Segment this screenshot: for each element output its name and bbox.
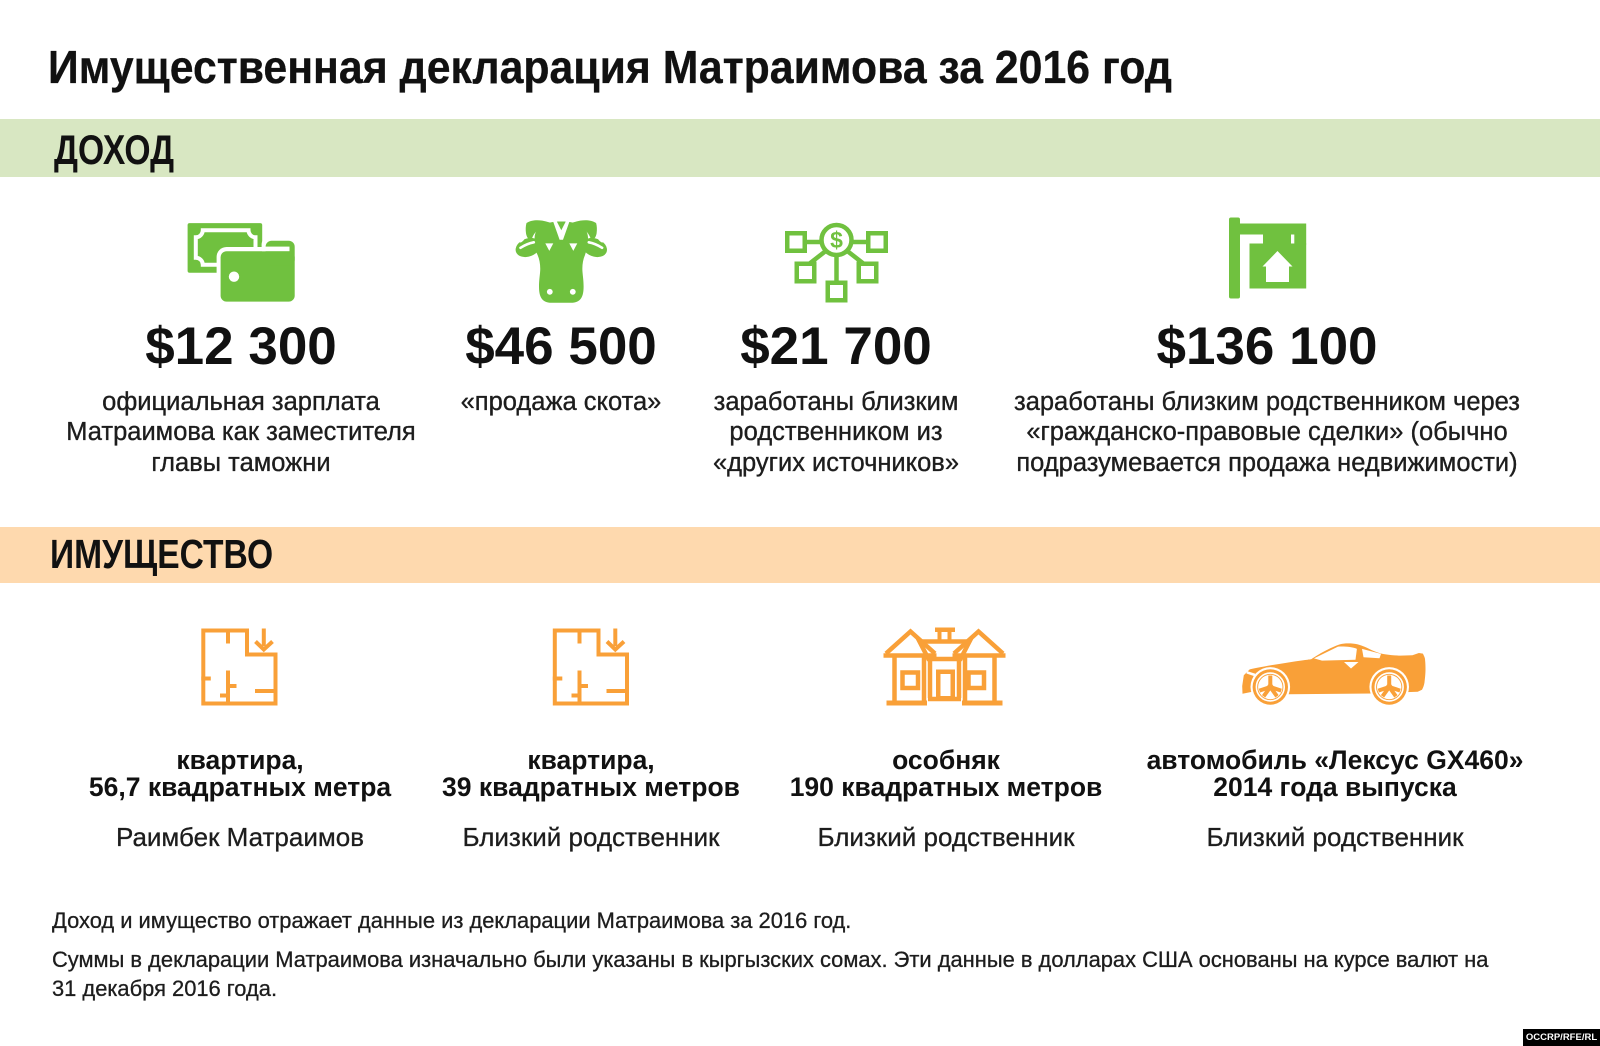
svg-text:$: $	[830, 227, 843, 253]
